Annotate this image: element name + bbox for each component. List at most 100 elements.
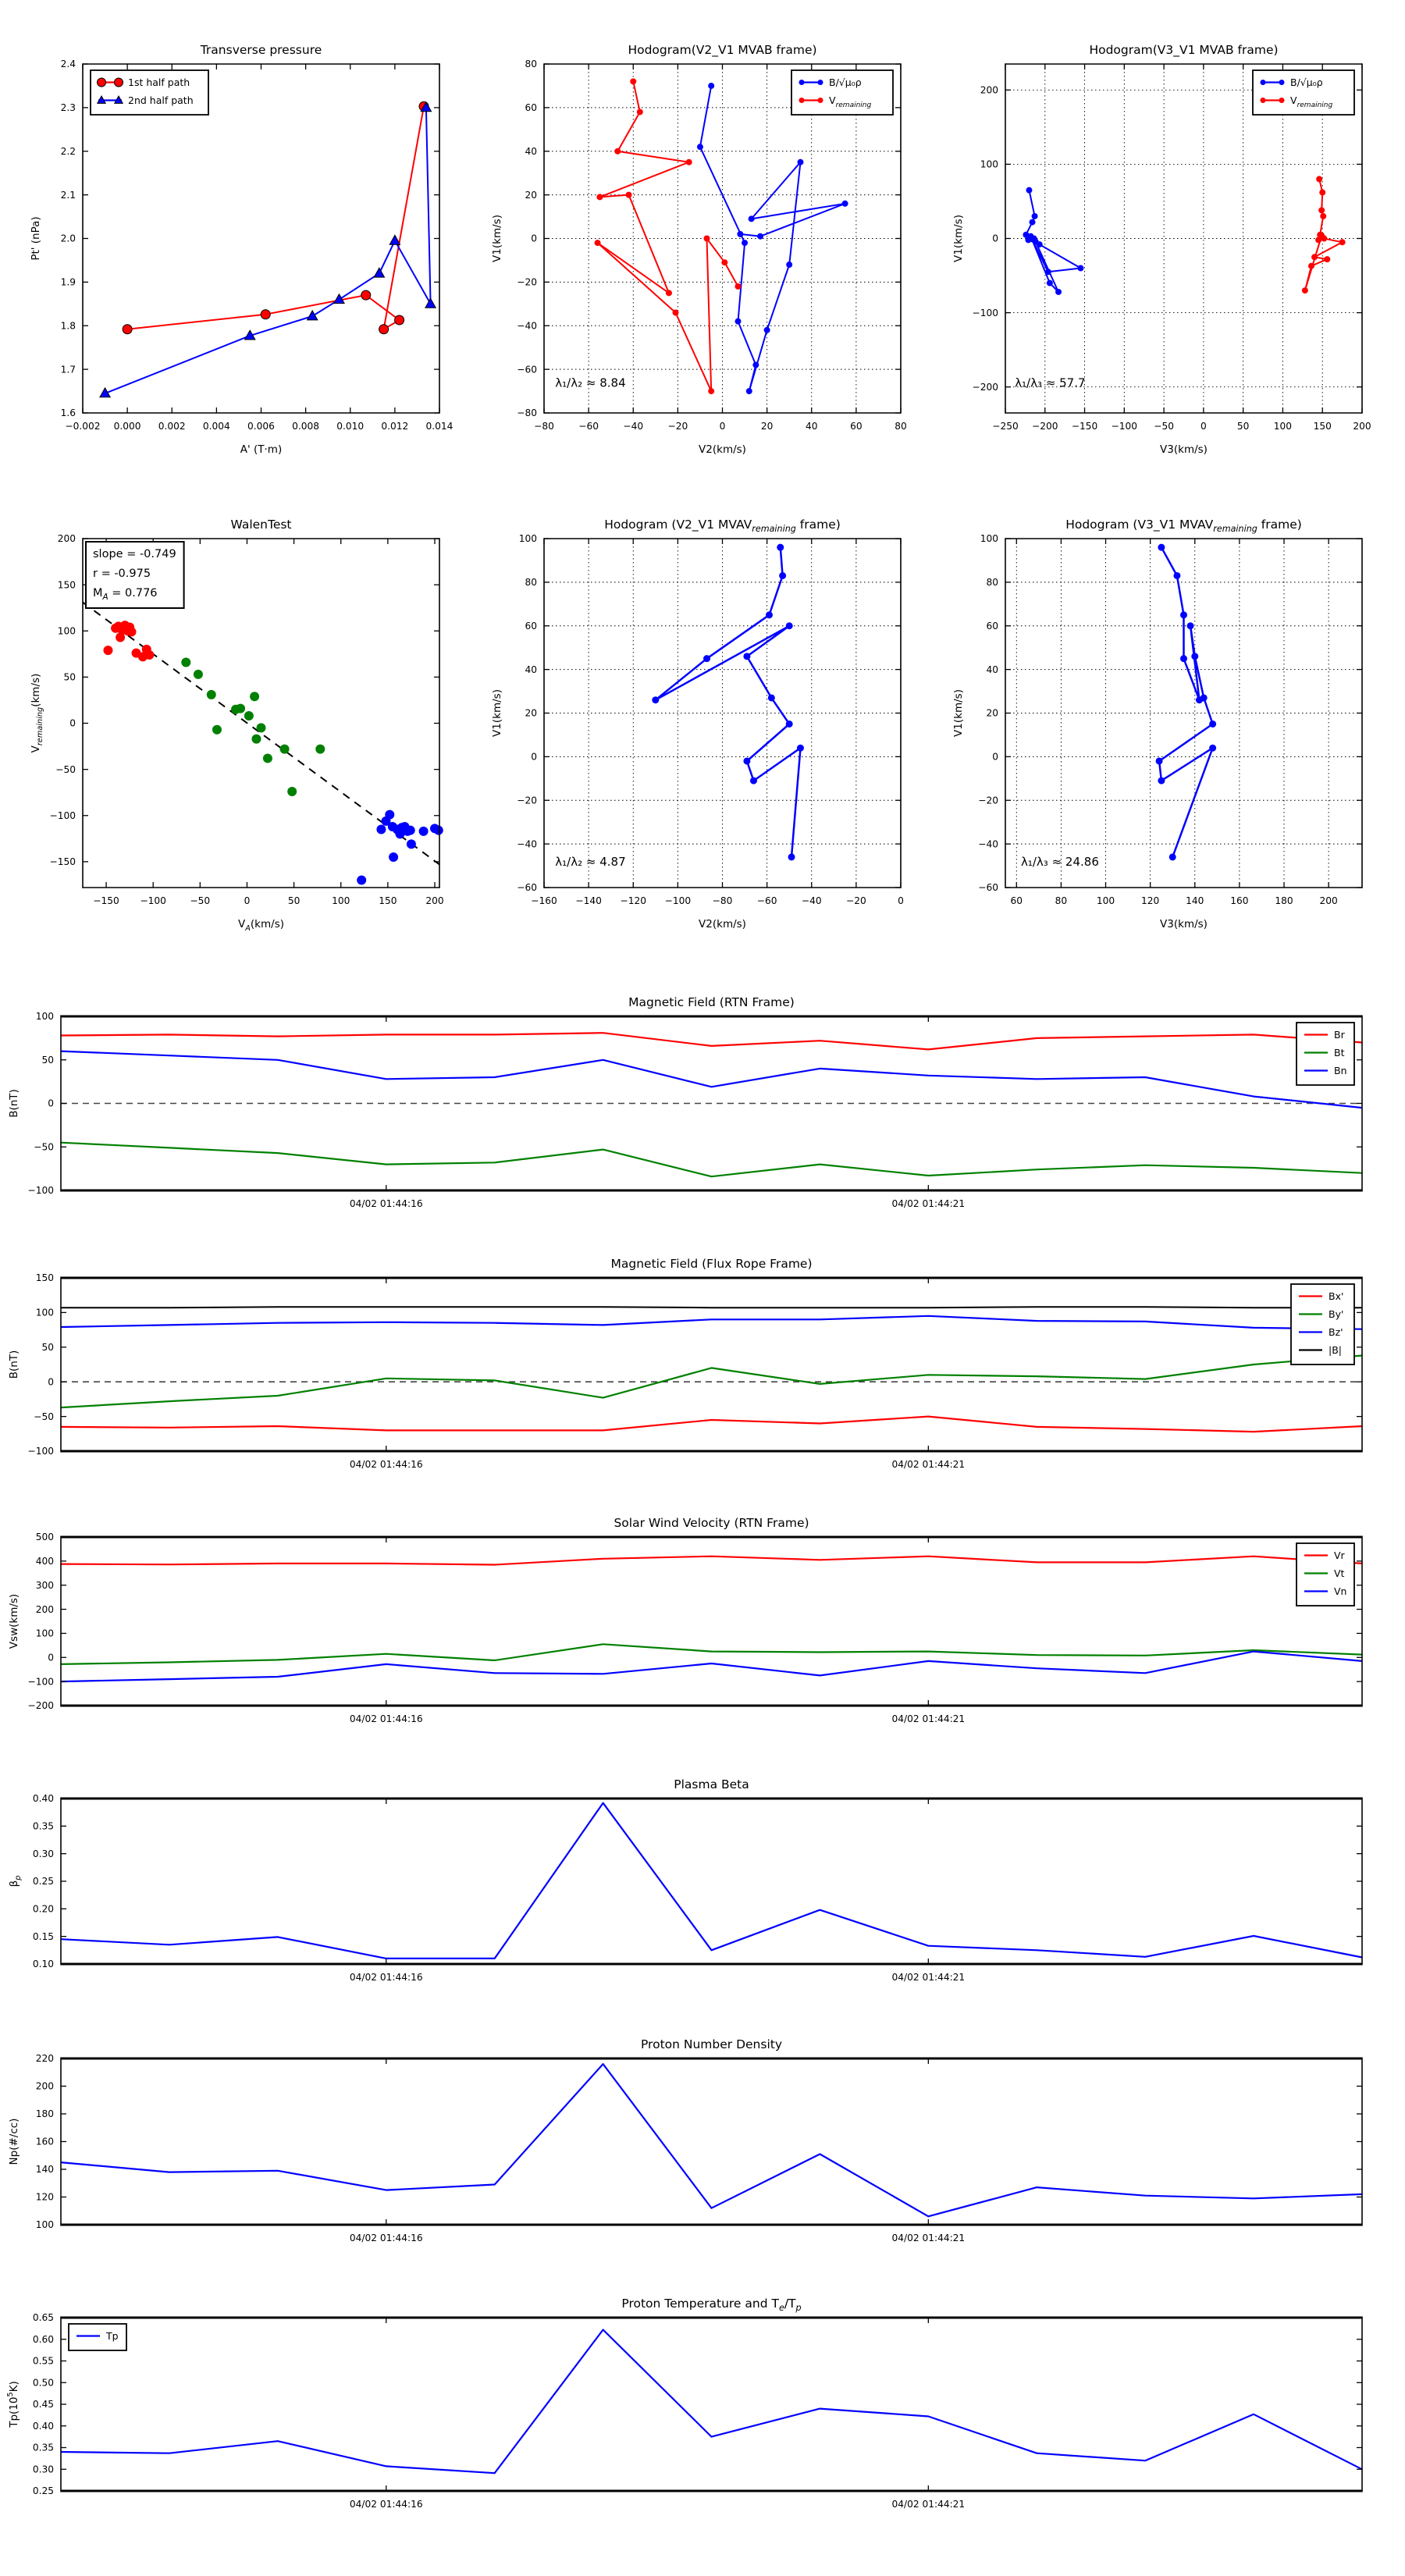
legend-label: 2nd half path — [128, 94, 194, 106]
y-tick-label: 80 — [986, 577, 998, 588]
x-tick-label: 0 — [720, 421, 726, 432]
y-tick-label: −60 — [978, 882, 998, 893]
y-tick-label: −20 — [978, 795, 998, 806]
x-tick-label: 60 — [850, 421, 863, 432]
axis-ticks: 04/02 01:44:16 04/02 01:44:21 0.10 0.15 0.20… — [33, 1793, 1362, 1983]
x-tick-label: 200 — [425, 895, 443, 906]
y-tick-label: 0.10 — [33, 1959, 54, 1969]
y-tick-label: 100 — [36, 1628, 54, 1639]
legend-label: Vn — [1334, 1585, 1346, 1597]
y-tick-label: −20 — [517, 277, 537, 288]
stats-box: slope = -0.749 r = -0.975 MA = 0.776 — [85, 541, 185, 609]
x-tick-label: −80 — [534, 421, 554, 432]
axis-ticks: 60 80 100 120 140 160 180 200 −60 −40 −20 0 20 40 60 80… — [978, 533, 1362, 906]
chart-svg-transverse-pressure: −0.002 0.000 0.002 0.004 0.006 0.008 0.010 0.01… — [30, 43, 454, 456]
x-tick-label: 100 — [332, 895, 350, 906]
y-tick-label: 80 — [525, 577, 537, 588]
y-tick-label: 60 — [986, 621, 998, 632]
chart-title: Proton Number Density — [641, 2037, 782, 2051]
y-tick-label: 2.0 — [61, 233, 76, 244]
y-tick-label: 0.35 — [33, 2443, 54, 2453]
series-Bn — [60, 1050, 1363, 1109]
x-tick-label: −40 — [802, 895, 822, 906]
scatter-second-half — [357, 809, 443, 885]
y-tick-label: 0 — [992, 233, 998, 244]
y-tick-label: 0 — [48, 1376, 54, 1387]
series-Vr — [60, 1555, 1363, 1566]
y-axis-label: Vsw(km/s) — [8, 1594, 20, 1649]
x-tick-label: 100 — [1274, 421, 1292, 432]
y-tick-label: 40 — [525, 146, 537, 157]
chart-mag-fluxrope: 04/02 01:44:16 04/02 01:44:21 −100 −50 0 50 10… — [0, 1247, 1382, 1506]
series-Vn — [60, 1650, 1363, 1683]
legend: Vr Vt Vn — [1296, 1542, 1355, 1606]
chart-title: Transverse pressure — [200, 43, 322, 57]
axes-spines — [60, 1797, 1363, 1966]
legend-label: Vremaining — [1290, 94, 1332, 109]
chart-svg-mag-fluxrope: 04/02 01:44:16 04/02 01:44:21 −100 −50 0 50 10… — [8, 1257, 1363, 1470]
x-tick-label: 04/02 01:44:16 — [350, 1713, 423, 1724]
y-tick-label: −100 — [28, 1185, 54, 1196]
series-beta-p — [60, 1802, 1363, 1959]
y-tick-label: 0.25 — [33, 2485, 54, 2496]
x-tick-label: 150 — [379, 895, 397, 906]
x-tick-label: −40 — [623, 421, 643, 432]
x-tick-label: 0.006 — [247, 421, 275, 432]
x-tick-label: −20 — [668, 421, 688, 432]
y-tick-label: 0.25 — [33, 1876, 54, 1887]
stats-line: slope = -0.749 — [93, 548, 176, 560]
legend-label: Bx' — [1329, 1290, 1343, 1302]
y-tick-label: 100 — [36, 1011, 54, 1022]
y-tick-label: −100 — [28, 1676, 54, 1687]
y-tick-label: 0 — [48, 1098, 54, 1109]
x-tick-label: 50 — [1237, 421, 1250, 432]
series-Bz-prime — [60, 1315, 1363, 1330]
series-B-over-sqrt-mu0rho — [696, 82, 848, 395]
axis-ticks: −0.002 0.000 0.002 0.004 0.006 0.008 0.010 0.01… — [61, 59, 454, 432]
series-Tp — [60, 2329, 1363, 2475]
y-tick-label: 200 — [58, 533, 76, 544]
x-tick-label: 40 — [806, 421, 818, 432]
legend: Bx' By' Bz' |B| — [1290, 1283, 1355, 1365]
y-tick-label: 20 — [986, 708, 998, 719]
x-tick-label: 0 — [898, 895, 904, 906]
x-axis-label: A' (T·m) — [240, 443, 282, 456]
axes-spines — [82, 538, 440, 888]
series-walen-fit-line — [82, 601, 440, 866]
x-tick-label: 20 — [761, 421, 774, 432]
y-tick-label: 140 — [36, 2164, 54, 2175]
chart-hodogram-v2v1-mvab: −80 −60 −40 −20 0 20 40 60 80 −80 −60 −40 −20 0 20 40 60… — [474, 33, 920, 468]
y-tick-label: 100 — [980, 533, 998, 544]
y-tick-label: 1.6 — [61, 407, 76, 418]
x-tick-label: −100 — [140, 895, 165, 906]
legend-label: |B| — [1329, 1344, 1342, 1356]
y-axis-label: V1(km/s) — [952, 215, 965, 262]
chart-proton-density: 04/02 01:44:16 04/02 01:44:21 100 120 140 160… — [0, 2027, 1382, 2279]
axis-ticks: 04/02 01:44:16 04/02 01:44:21 0.25 0.30 0.35… — [33, 2312, 1362, 2510]
y-tick-label: 0 — [531, 752, 537, 763]
y-tick-label: 0.15 — [33, 1931, 54, 1942]
chart-svg-hodogram-v3v1-mvab: −250 −200 −150 −100 −50 0 50 100 150 200 −200 −100 0… — [952, 43, 1371, 456]
x-axis-label: V3(km/s) — [1160, 443, 1208, 456]
y-tick-label: 60 — [525, 621, 537, 632]
x-tick-label: 0 — [244, 895, 251, 906]
legend-label: Tp — [105, 2330, 119, 2342]
axes-spines — [60, 2057, 1363, 2226]
chart-velocity-rtn: 04/02 01:44:16 04/02 01:44:21 −200 −100 0 100… — [0, 1506, 1382, 1760]
x-tick-label: 04/02 01:44:16 — [350, 1972, 423, 1983]
chart-hodogram-v2v1-mvav: −160 −140 −120 −100 −80 −60 −40 −20 0 −60 −40 −20 0 2… — [474, 507, 920, 942]
x-axis-label: VA(km/s) — [238, 918, 284, 933]
chart-svg-mag-rtn: 04/02 01:44:16 04/02 01:44:21 −100 −50 0 50 10… — [8, 995, 1363, 1209]
legend: Br Bt Bn — [1296, 1022, 1355, 1086]
scatter-middle — [181, 657, 325, 797]
x-tick-label: −20 — [846, 895, 866, 906]
x-tick-label: 120 — [1141, 895, 1159, 906]
legend-label: 1st half path — [128, 76, 190, 88]
y-tick-label: 0 — [69, 718, 76, 729]
scatter-first-half — [103, 621, 155, 662]
y-axis-label: Tp(105K) — [6, 2381, 20, 2428]
chart-plasma-beta: 04/02 01:44:16 04/02 01:44:21 0.10 0.15 0.20… — [0, 1767, 1382, 2019]
annotation: λ₁/λ₂ ≈ 4.87 — [555, 855, 625, 869]
y-axis-label: βp — [8, 1876, 23, 1888]
y-tick-label: −40 — [517, 838, 537, 849]
